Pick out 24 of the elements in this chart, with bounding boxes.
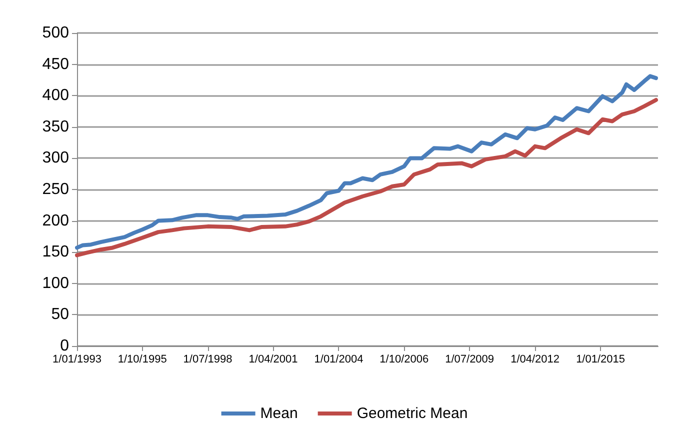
- x-tick-label: 1/10/1995: [118, 354, 167, 366]
- x-tick-label: 1/01/1993: [52, 354, 102, 366]
- y-tick-label: 400: [42, 87, 70, 104]
- y-tick-label: 250: [42, 181, 70, 198]
- y-tick-label: 350: [42, 118, 70, 136]
- legend-label: Geometric Mean: [356, 405, 468, 422]
- y-tick-label: 300: [42, 150, 70, 167]
- legend-label: Mean: [260, 405, 298, 422]
- y-tick-label: 500: [42, 24, 70, 42]
- x-tick-label: 1/04/2001: [248, 354, 298, 366]
- x-tick-label: 1/01/2004: [314, 354, 364, 366]
- x-tick-label: 1/07/2009: [445, 354, 494, 366]
- line-series: [75, 74, 658, 250]
- y-tick-label: 0: [60, 338, 70, 354]
- y-tick-label: 50: [51, 306, 70, 324]
- line-series: [75, 98, 658, 258]
- y-tick-label: 450: [42, 56, 70, 73]
- y-tick-label: 150: [42, 244, 70, 261]
- y-tick-label: 200: [42, 212, 70, 230]
- y-tick-label: 100: [42, 274, 70, 292]
- x-tick-label: 1/01/2015: [576, 354, 625, 366]
- x-tick-label: 1/07/1998: [183, 354, 232, 366]
- x-tick-label: 1/04/2012: [510, 354, 560, 366]
- x-tick-label: 1/10/2006: [380, 354, 429, 366]
